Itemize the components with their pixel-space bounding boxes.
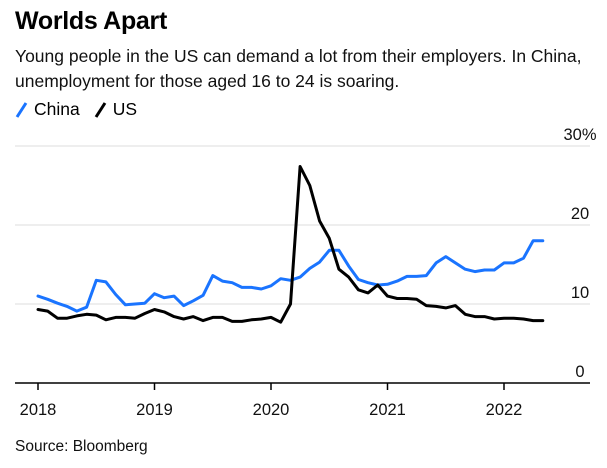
chart-legend: China US — [15, 99, 151, 120]
china-swatch-icon — [15, 101, 28, 118]
x-tick-label: 2020 — [253, 401, 290, 419]
x-tick-label: 2019 — [136, 401, 173, 419]
y-tick-label: 0 — [575, 363, 584, 381]
y-tick-label: 20 — [571, 205, 589, 223]
legend-label-china: China — [34, 99, 80, 119]
legend-item-us: US — [94, 99, 137, 120]
series-line-us — [36, 165, 545, 324]
series-line-china — [36, 239, 545, 313]
series-layer — [36, 165, 545, 324]
chart-title: Worlds Apart — [15, 7, 167, 35]
y-tick-label: 30% — [563, 126, 596, 144]
y-tick-label: 10 — [571, 284, 589, 302]
grid-layer — [15, 145, 590, 305]
axis-layer: 0 10 20 30% 2018 2019 2020 2021 2022 — [15, 126, 597, 419]
legend-item-china: China — [15, 99, 80, 120]
chart-subtitle: Young people in the US can demand a lot … — [15, 46, 582, 91]
x-tick-label: 2018 — [20, 401, 57, 419]
x-tick-label: 2021 — [369, 401, 406, 419]
legend-label-us: US — [112, 99, 138, 119]
us-swatch-icon — [94, 101, 106, 118]
x-tick-label: 2022 — [486, 401, 523, 419]
source-note: Source: Bloomberg — [15, 438, 148, 455]
